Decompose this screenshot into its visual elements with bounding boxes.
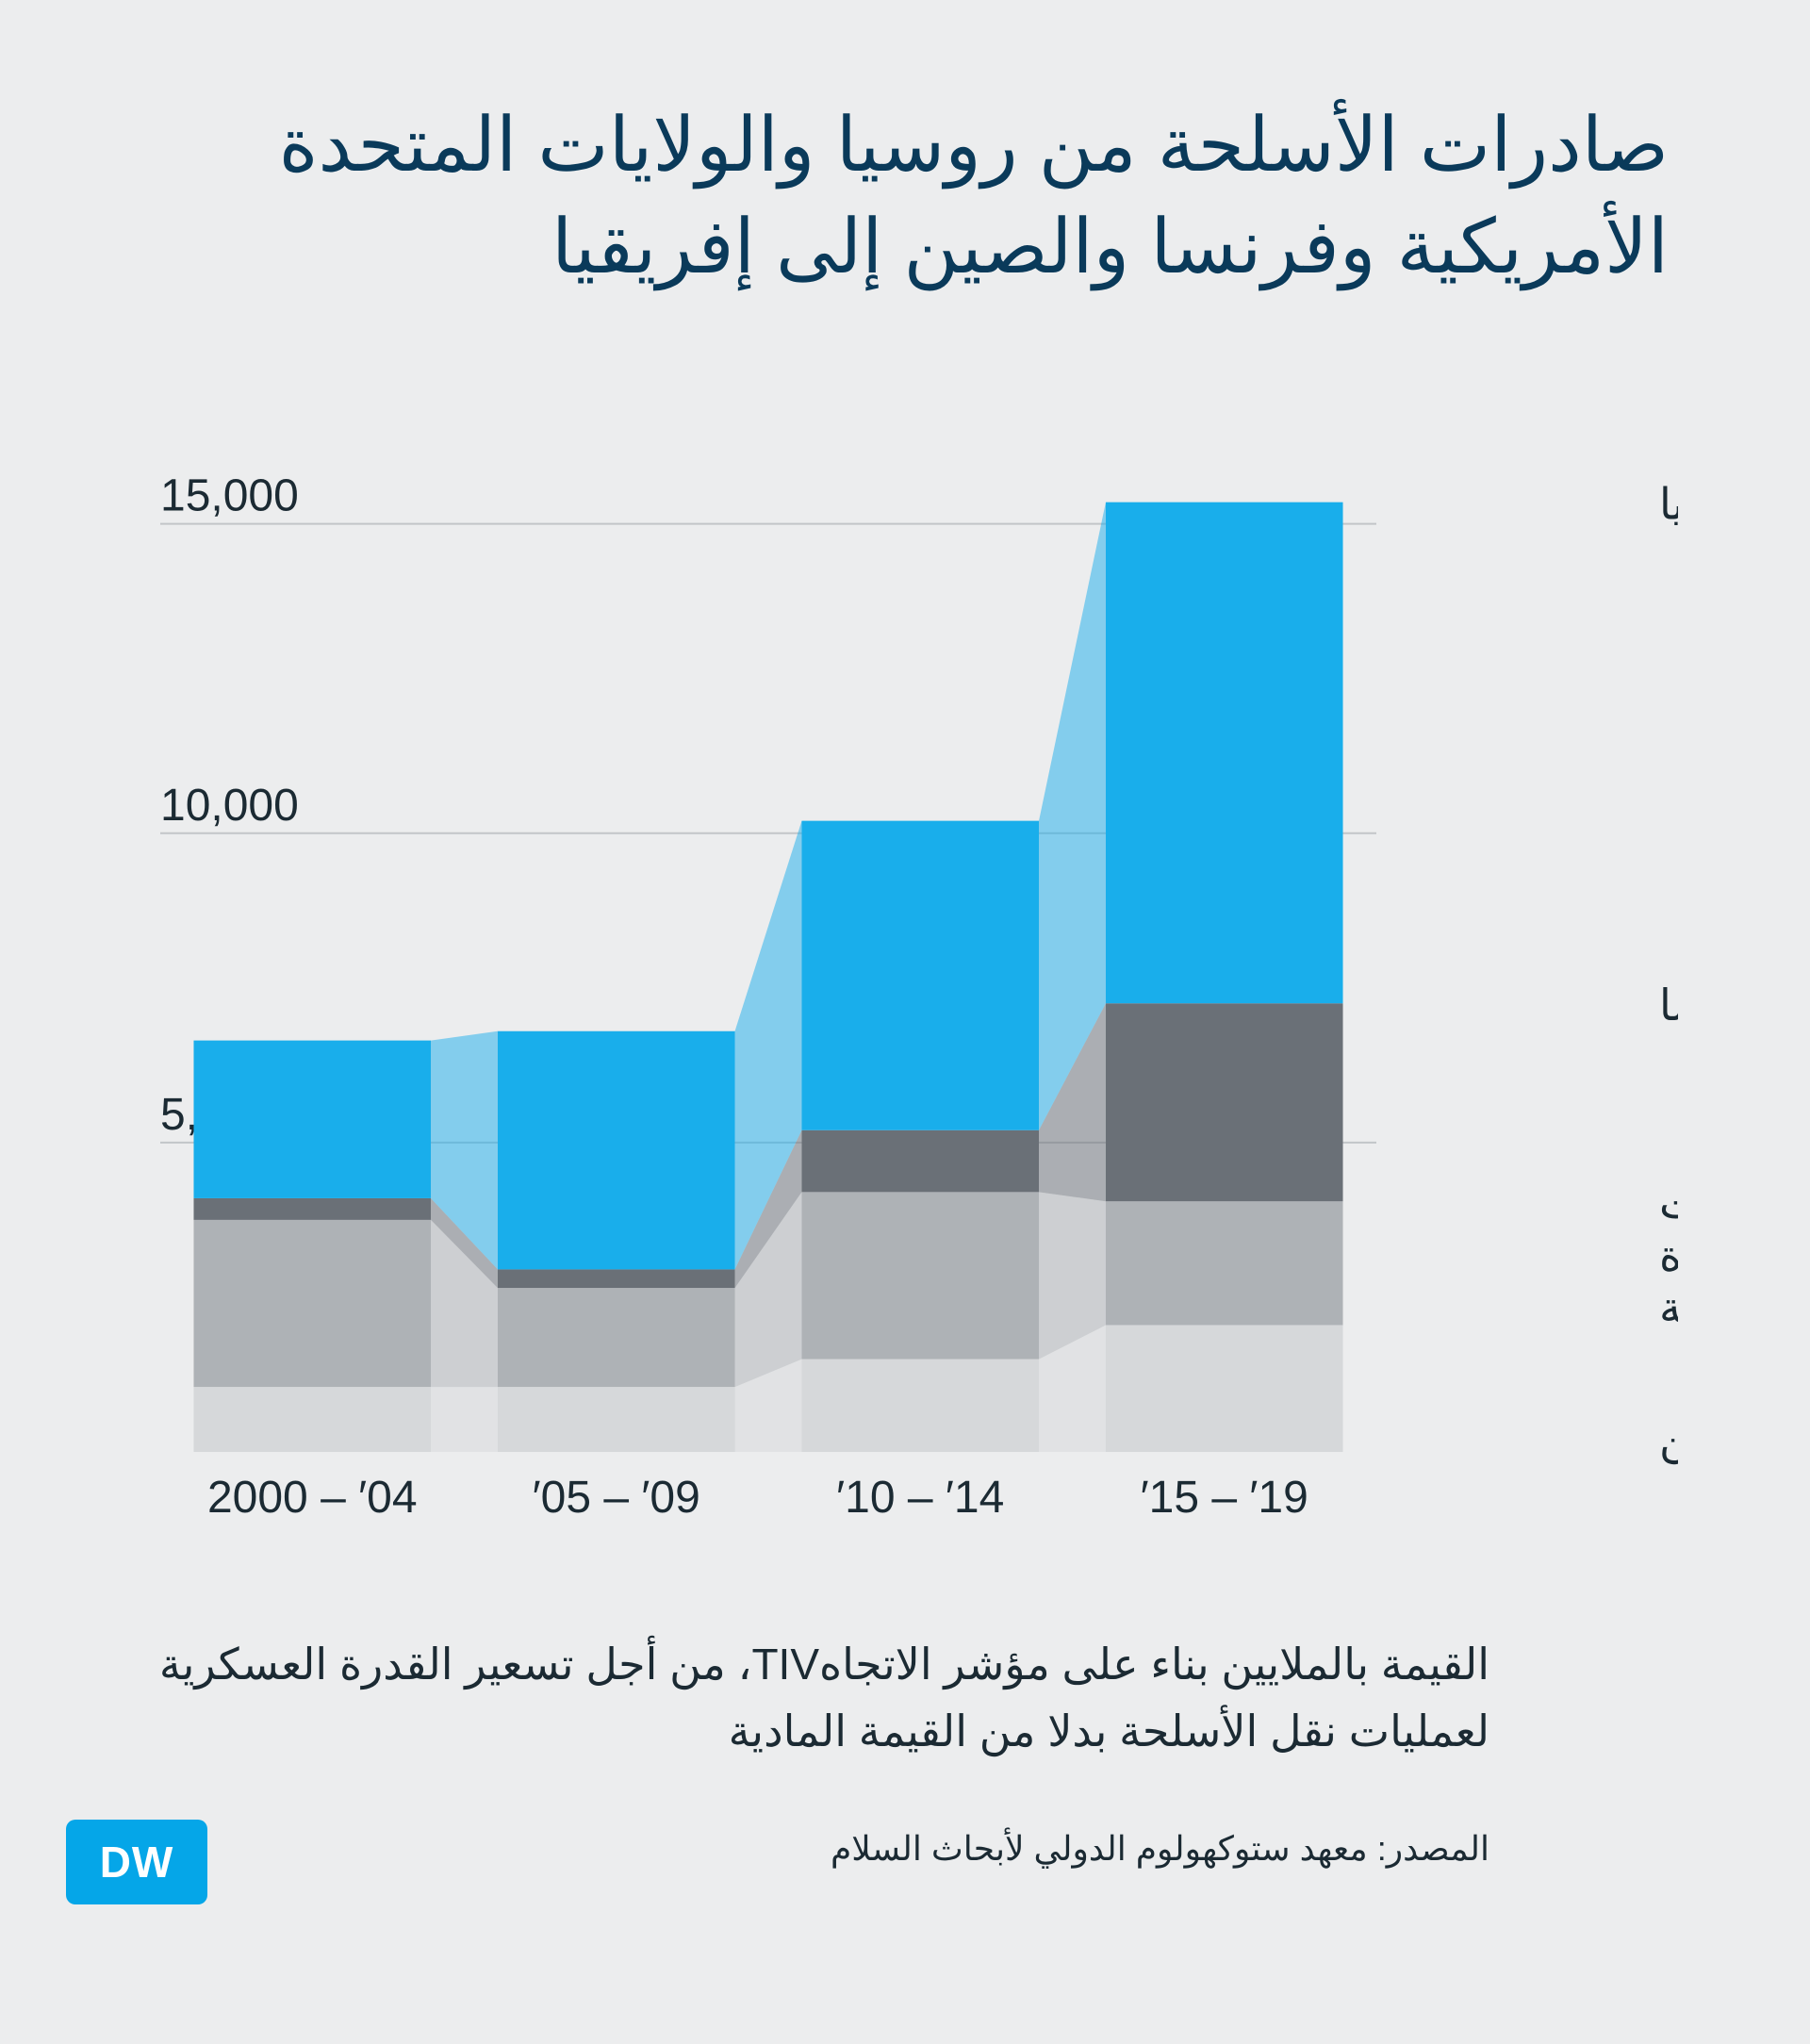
legend-label: الولايات (1659, 1179, 1678, 1229)
legend-label: الأمريكية (1659, 1281, 1678, 1334)
chart-caption: القيمة بالملايين بناء على مؤشر الاتجاهTI… (151, 1631, 1489, 1766)
dw-logo: DW (66, 1820, 207, 1904)
legend-label: فرنسا (1659, 981, 1678, 1031)
chart-source: المصدر: معهد ستوكهولوم الدولي لأبحاث الس… (831, 1829, 1489, 1869)
svg-text:2000 – ′04: 2000 – ′04 (207, 1473, 418, 1523)
svg-text:15,000: 15,000 (160, 471, 299, 521)
svg-text:′10 – ′14: ′10 – ′14 (836, 1473, 1004, 1523)
dw-logo-text: DW (100, 1837, 174, 1887)
stacked-bar-chart: 5,00010,00015,0002000 – ′04′05 – ′09′10 … (132, 443, 1678, 1565)
svg-text:′05 – ′09: ′05 – ′09 (533, 1473, 700, 1523)
legend-label: روسيا (1659, 480, 1678, 531)
svg-text:10,000: 10,000 (160, 781, 299, 831)
legend-label: المتحدة (1659, 1230, 1678, 1279)
legend-label: الصين (1659, 1414, 1678, 1465)
svg-text:′15 – ′19: ′15 – ′19 (1141, 1473, 1308, 1523)
chart-title: صادرات الأسلحة من روسيا والولايات المتحد… (141, 94, 1669, 298)
